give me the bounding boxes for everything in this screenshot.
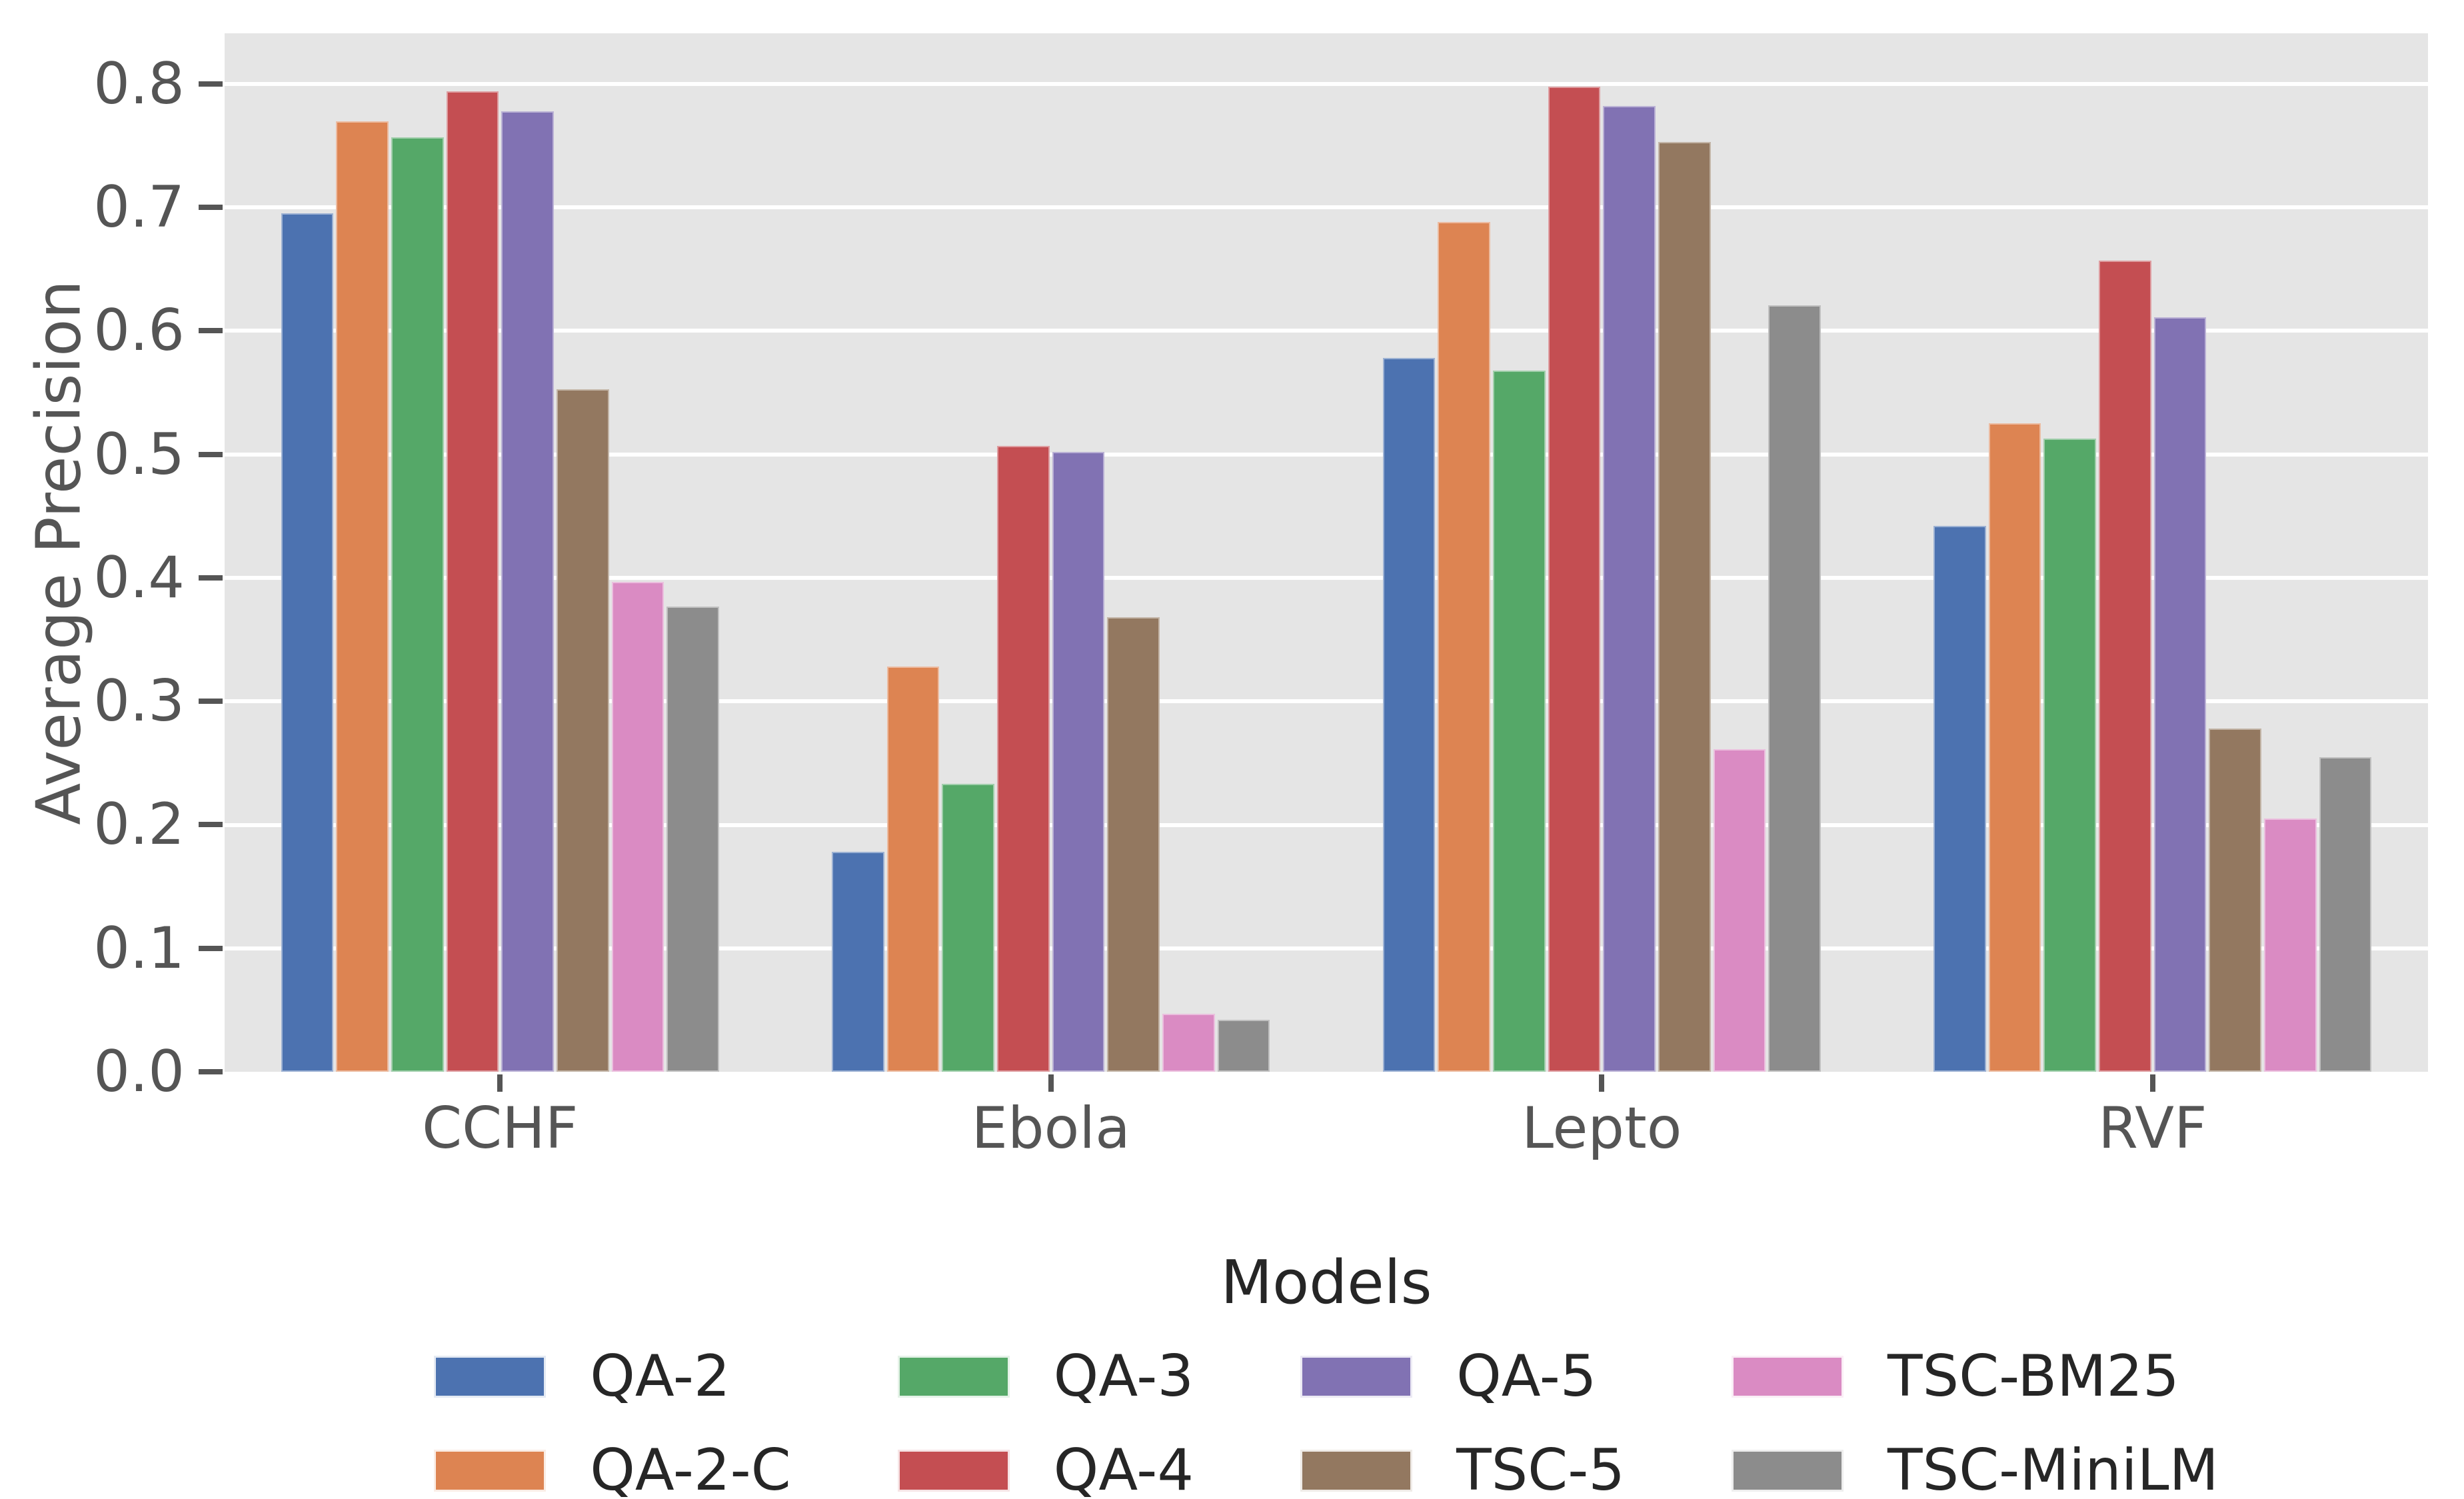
legend-swatch-TSC-5	[1300, 1449, 1413, 1492]
y-tick-0.4	[199, 575, 223, 581]
legend-label-TSC-MiniLM: TSC-MiniLM	[1887, 1437, 2219, 1499]
legend-title: Models	[1220, 1248, 1432, 1318]
y-tick-0.8	[199, 81, 223, 87]
bar-QA-4-Lepto	[1548, 86, 1601, 1072]
bar-TSC-MiniLM-Ebola	[1217, 1020, 1270, 1072]
bar-QA-2-C-Ebola	[886, 667, 940, 1072]
bar-TSC-BM25-CCHF	[611, 581, 664, 1072]
legend-entry-TSC-BM25: TSC-BM25	[1731, 1343, 2219, 1410]
legend-entry-TSC-MiniLM: TSC-MiniLM	[1731, 1437, 2219, 1499]
y-axis-label: Average Precision	[23, 280, 95, 825]
bar-TSC-BM25-Lepto	[1713, 749, 1766, 1072]
legend-swatch-TSC-MiniLM	[1731, 1449, 1844, 1492]
y-tick-label-0.7: 0.7	[93, 174, 185, 241]
y-tick-label-0.1: 0.1	[93, 914, 185, 982]
legend-swatch-QA-2-C	[434, 1449, 547, 1492]
legend-entry-QA-5: QA-5	[1300, 1348, 1625, 1405]
gridline-y-0.7	[225, 205, 2428, 210]
bar-QA-5-Lepto	[1603, 106, 1656, 1072]
legend-label-QA-4: QA-4	[1053, 1437, 1194, 1499]
legend: Models QA-2 QA-2-C QA-3 QA-4 QA-5 TSC-5 TSC-BM…	[225, 1253, 2428, 1499]
bar-QA-3-Lepto	[1492, 370, 1546, 1072]
legend-swatch-QA-2	[434, 1355, 547, 1398]
y-tick-label-0.4: 0.4	[93, 544, 185, 611]
legend-swatch-QA-4	[897, 1449, 1010, 1492]
legend-label-QA-5: QA-5	[1456, 1343, 1597, 1410]
y-tick-0.5	[199, 451, 223, 457]
bar-QA-2-C-CCHF	[336, 121, 389, 1072]
x-tick-label-Ebola: Ebola	[971, 1095, 1130, 1162]
legend-swatch-QA-5	[1300, 1355, 1413, 1398]
bar-QA-5-CCHF	[501, 111, 554, 1072]
legend-label-QA-2-C: QA-2-C	[590, 1437, 791, 1499]
gridline-y-0.6	[225, 329, 2428, 333]
y-tick-0.1	[199, 945, 223, 951]
bar-QA-5-RVF	[2153, 317, 2207, 1072]
bar-QA-3-RVF	[2043, 438, 2097, 1072]
y-tick-0.0	[199, 1069, 223, 1074]
bar-QA-2-Ebola	[832, 852, 884, 1072]
legend-swatch-QA-3	[897, 1355, 1010, 1398]
x-tick-label-CCHF: CCHF	[422, 1095, 579, 1162]
gridline-y-0.4	[225, 575, 2428, 580]
y-tick-label-0.6: 0.6	[93, 297, 185, 365]
bar-TSC-BM25-RVF	[2264, 818, 2317, 1072]
legend-label-QA-2: QA-2	[590, 1343, 730, 1410]
legend-entry-QA-3: QA-3	[897, 1343, 1194, 1410]
bar-TSC-BM25-Ebola	[1162, 1013, 1215, 1072]
bar-QA-2-RVF	[1933, 526, 1986, 1072]
bar-TSC-5-Ebola	[1107, 617, 1160, 1072]
y-tick-0.3	[199, 699, 223, 705]
legend-entry-TSC-5: TSC-5	[1300, 1442, 1625, 1499]
x-tick-RVF	[2149, 1074, 2155, 1092]
gridline-y-0.8	[225, 81, 2428, 86]
gridline-y-0.5	[225, 452, 2428, 457]
y-tick-label-0.3: 0.3	[93, 668, 185, 735]
bar-QA-2-CCHF	[281, 213, 334, 1072]
gridline-y-0.3	[225, 699, 2428, 704]
bar-TSC-5-CCHF	[556, 389, 609, 1072]
legend-entry-QA-4: QA-4	[897, 1437, 1194, 1499]
legend-entry-QA-2-C: QA-2-C	[434, 1437, 791, 1499]
y-tick-0.7	[199, 205, 223, 211]
bar-QA-5-Ebola	[1052, 452, 1105, 1072]
bar-QA-2-C-RVF	[1988, 423, 2041, 1072]
y-tick-0.6	[199, 328, 223, 334]
bar-QA-4-CCHF	[446, 91, 499, 1072]
legend-grid: QA-2 QA-2-C QA-3 QA-4 QA-5 TSC-5 TSC-BM25 TSC-M…	[434, 1348, 2219, 1499]
plot-area	[225, 33, 2428, 1072]
legend-swatch-TSC-BM25	[1731, 1355, 1844, 1398]
y-tick-label-0.0: 0.0	[93, 1038, 185, 1105]
bar-QA-4-RVF	[2099, 260, 2151, 1072]
bar-QA-4-Ebola	[997, 445, 1050, 1072]
bar-QA-2-Lepto	[1382, 358, 1436, 1072]
x-tick-Lepto	[1599, 1074, 1605, 1092]
x-tick-CCHF	[497, 1074, 503, 1092]
gridline-y-0.1	[225, 946, 2428, 950]
bar-QA-3-Ebola	[942, 784, 995, 1072]
y-tick-label-0.2: 0.2	[93, 791, 185, 858]
bar-QA-3-CCHF	[391, 137, 444, 1072]
bar-TSC-MiniLM-CCHF	[666, 606, 719, 1072]
bar-TSC-MiniLM-RVF	[2319, 756, 2372, 1072]
y-tick-label-0.5: 0.5	[93, 421, 185, 488]
bar-TSC-5-RVF	[2209, 729, 2262, 1072]
legend-label-TSC-BM25: TSC-BM25	[1887, 1343, 2179, 1410]
x-tick-Ebola	[1048, 1074, 1054, 1092]
bar-TSC-MiniLM-Lepto	[1768, 305, 1821, 1072]
x-tick-label-RVF: RVF	[2098, 1095, 2207, 1162]
legend-label-TSC-5: TSC-5	[1456, 1437, 1625, 1499]
y-tick-label-0.8: 0.8	[93, 50, 185, 117]
legend-label-QA-3: QA-3	[1053, 1343, 1194, 1410]
x-tick-label-Lepto: Lepto	[1522, 1095, 1682, 1162]
gridline-y-0.2	[225, 822, 2428, 827]
bar-TSC-5-Lepto	[1658, 142, 1711, 1072]
legend-entry-QA-2: QA-2	[434, 1348, 790, 1405]
bar-QA-2-C-Lepto	[1438, 222, 1490, 1072]
y-tick-0.2	[199, 822, 223, 828]
